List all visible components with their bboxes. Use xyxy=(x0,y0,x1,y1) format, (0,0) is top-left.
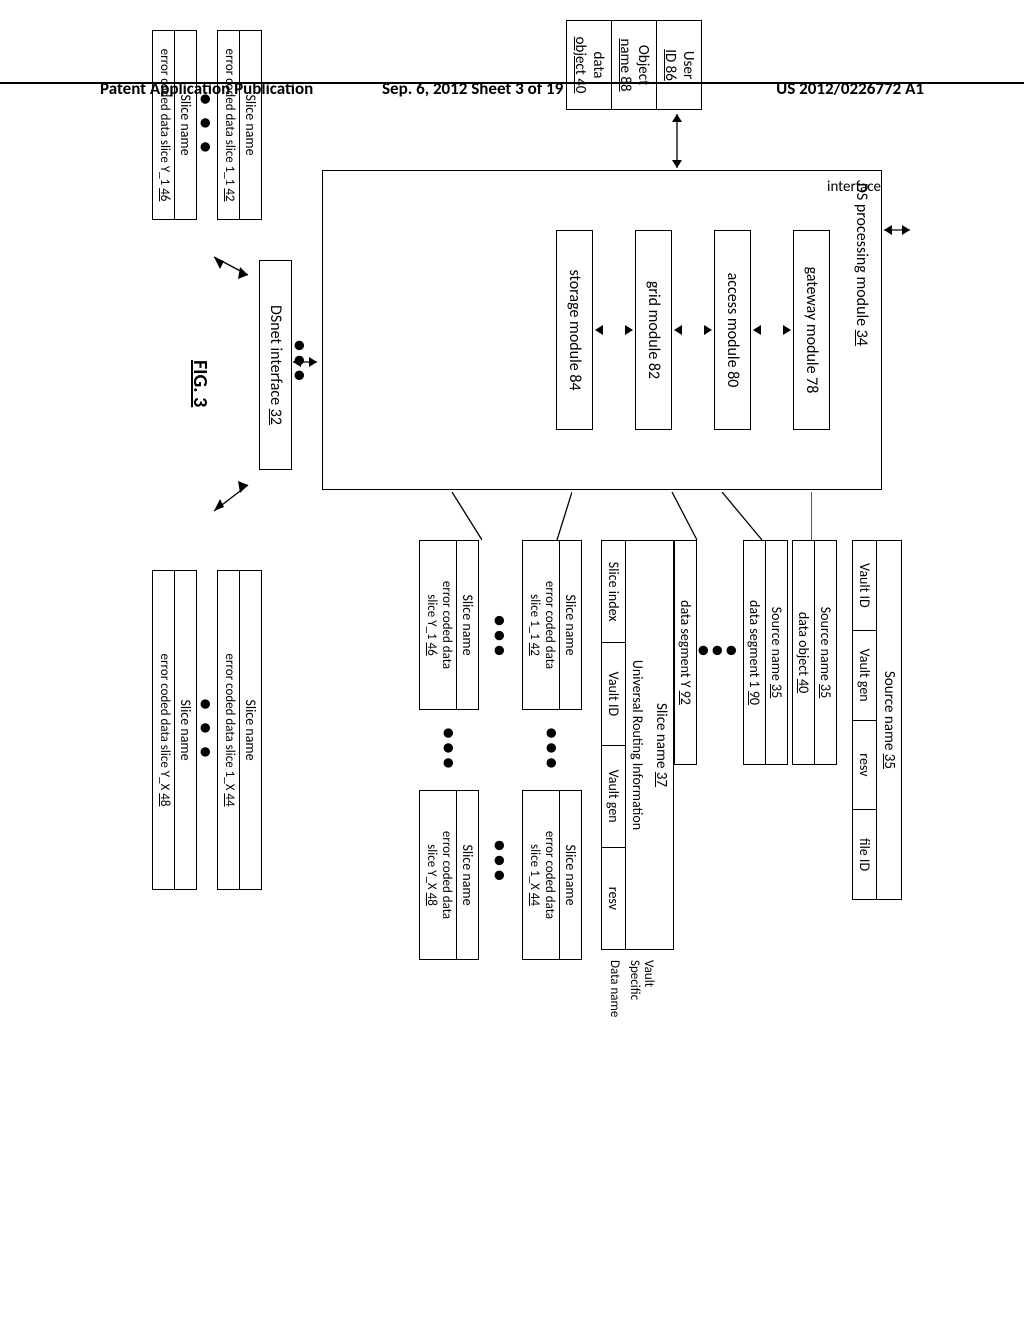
user-id-box: User ID 86 xyxy=(656,20,702,110)
src-item-seg1: Source name 35 data segment 1 90 xyxy=(743,540,788,765)
hdots-icon: ••• xyxy=(487,840,514,885)
figure-label: FIG. 3 xyxy=(188,360,212,407)
src-item-dataobj: Source name 35 data object 40 xyxy=(792,540,837,765)
hdots-icon: ••• xyxy=(487,615,514,660)
source-name-title: Source name 35 xyxy=(877,540,902,900)
slice-y-x: Slice name error coded dataslice Y_X 48 xyxy=(419,790,479,960)
src-col-resv: resv xyxy=(852,721,877,811)
bottom-slice-y-1: Slice name error coded data slice Y_1 46 xyxy=(152,30,197,220)
src-col-fileid: file ID xyxy=(852,810,877,900)
hdots-icon: ••• xyxy=(287,340,314,385)
source-name-table: Source name 35 Vault ID Vault gen resv f… xyxy=(852,540,902,900)
slice-col-vaultgen: Vault gen xyxy=(601,746,625,848)
hdots-icon: ••• xyxy=(436,728,463,773)
input-stack: User ID 86 Object name 88 data object 40 xyxy=(566,20,702,110)
data-object-box: data object 40 xyxy=(566,20,611,110)
slice-name-table: Slice name 37 Universal Routing Informat… xyxy=(601,540,674,950)
src-col-vaultid: Vault ID xyxy=(852,540,877,631)
slice-1-x: Slice name error coded dataslice 1_X 44 xyxy=(522,790,582,960)
bottom-slice-1-x: Slice name error coded data slice 1_X 44 xyxy=(217,570,262,890)
vdots-icon: ••• xyxy=(697,540,739,765)
slice-y-1: Slice name error coded dataslice Y_1 46 xyxy=(419,540,479,710)
bottom-slices-left: Slice name error coded data slice 1_1 42… xyxy=(148,30,262,220)
src-item-segY: data segment Y 92 xyxy=(674,540,697,765)
figure-3-diagram: User ID 86 Object name 88 data object 40… xyxy=(122,20,902,1120)
hdots-icon: ••• xyxy=(539,728,566,773)
ds-processing-module: DS processing module 34 gateway module 7… xyxy=(322,170,882,490)
hdots-icon: • • • xyxy=(199,30,213,220)
slice-col-resv: resv xyxy=(601,848,625,950)
slice-grid: Slice name error coded dataslice 1_1 42 … xyxy=(411,540,582,960)
ds-title: DS processing module 34 xyxy=(842,177,875,483)
src-col-vaultgen: Vault gen xyxy=(852,631,877,721)
hdots-icon: • • • xyxy=(199,570,213,890)
access-module: access module 80 xyxy=(714,230,751,430)
slice-1-1: Slice name error coded dataslice 1_1 42 xyxy=(522,540,582,710)
slice-name-title: Slice name 37 xyxy=(649,540,674,950)
uri-row: Universal Routing Information xyxy=(625,540,649,950)
slice-col-vaultid: Vault ID xyxy=(601,643,625,745)
gateway-module: gateway module 78 xyxy=(793,230,830,430)
bottom-slice-1-1: Slice name error coded data slice 1_1 42 xyxy=(217,30,262,220)
slice-col-index: Slice index xyxy=(601,540,625,643)
storage-module: storage module 84 xyxy=(556,230,593,430)
bottom-slice-y-x: Slice name error coded data slice Y_X 48 xyxy=(152,570,197,890)
object-name-box: Object name 88 xyxy=(611,20,656,110)
bottom-slices-right: Slice name error coded data slice 1_X 44… xyxy=(148,570,262,890)
grid-module: grid module 82 xyxy=(635,230,672,430)
source-items: Source name 35 data object 40 Source nam… xyxy=(670,540,837,765)
